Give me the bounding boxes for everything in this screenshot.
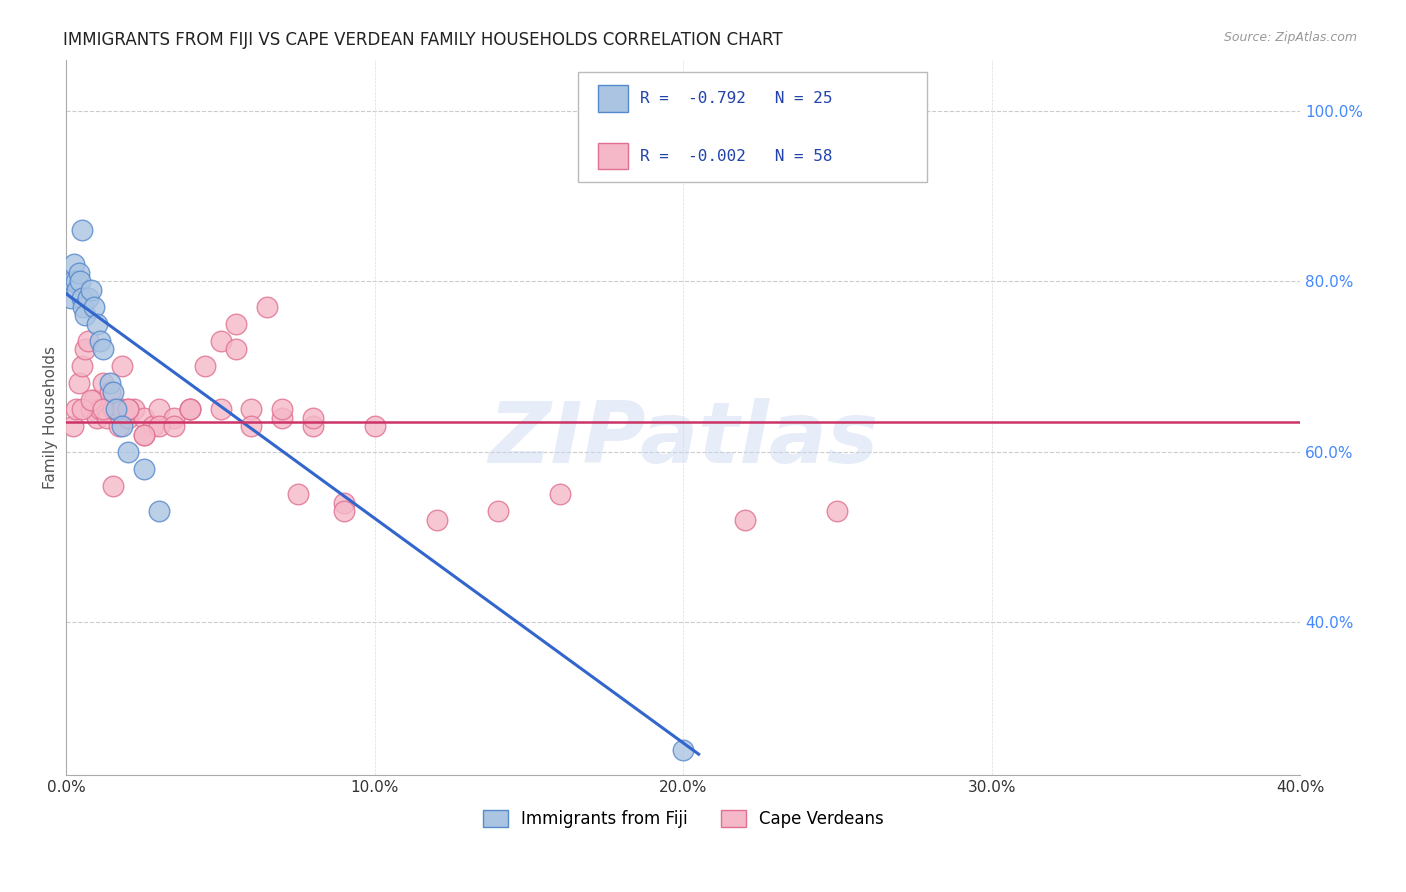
Point — [60, 291, 83, 305]
Point — [117, 402, 139, 417]
Point — [65, 402, 87, 417]
Point — [287, 487, 309, 501]
Point — [65, 274, 87, 288]
Point — [93, 376, 115, 391]
Point — [86, 317, 108, 331]
Point — [132, 427, 155, 442]
Point — [70, 223, 93, 237]
Point — [111, 359, 134, 374]
Point — [132, 410, 155, 425]
Point — [225, 343, 247, 357]
Point — [104, 402, 127, 417]
Point — [333, 504, 356, 518]
Point — [101, 402, 124, 417]
Point — [83, 300, 105, 314]
Point — [62, 419, 84, 434]
Point — [67, 376, 90, 391]
Point — [77, 291, 100, 305]
Point — [142, 419, 165, 434]
Point — [67, 266, 90, 280]
Point — [104, 402, 127, 417]
Point — [179, 402, 201, 417]
Point — [486, 504, 509, 518]
Text: IMMIGRANTS FROM FIJI VS CAPE VERDEAN FAMILY HOUSEHOLDS CORRELATION CHART: IMMIGRANTS FROM FIJI VS CAPE VERDEAN FAM… — [63, 31, 783, 49]
Point — [209, 402, 232, 417]
Legend: Immigrants from Fiji, Cape Verdeans: Immigrants from Fiji, Cape Verdeans — [475, 804, 890, 835]
Point — [62, 274, 84, 288]
Point — [108, 419, 131, 434]
Point — [179, 402, 201, 417]
Y-axis label: Family Households: Family Households — [44, 346, 58, 489]
Point — [93, 402, 115, 417]
Point — [364, 419, 387, 434]
Point — [70, 402, 93, 417]
Point — [98, 376, 121, 391]
Point — [117, 402, 139, 417]
Point — [734, 513, 756, 527]
Point — [69, 274, 91, 288]
Point — [70, 359, 93, 374]
Point — [98, 384, 121, 399]
Point — [111, 419, 134, 434]
Point — [163, 410, 186, 425]
Point — [73, 308, 96, 322]
Text: Source: ZipAtlas.com: Source: ZipAtlas.com — [1223, 31, 1357, 45]
Point — [148, 402, 170, 417]
Point — [271, 410, 294, 425]
Point — [93, 343, 115, 357]
Point — [86, 410, 108, 425]
Point — [827, 504, 849, 518]
Point — [117, 444, 139, 458]
Point — [117, 410, 139, 425]
Point — [83, 393, 105, 408]
Point — [73, 343, 96, 357]
Point — [240, 419, 263, 434]
Point — [194, 359, 217, 374]
Point — [80, 393, 103, 408]
Point — [148, 419, 170, 434]
Point — [72, 300, 94, 314]
Point — [77, 334, 100, 348]
Point — [101, 384, 124, 399]
Point — [89, 402, 111, 417]
Text: R =  -0.792   N = 25: R = -0.792 N = 25 — [640, 91, 832, 105]
Point — [302, 410, 325, 425]
Point — [101, 479, 124, 493]
Point — [163, 419, 186, 434]
Point — [70, 291, 93, 305]
Text: R =  -0.002   N = 58: R = -0.002 N = 58 — [640, 149, 832, 163]
Point — [333, 496, 356, 510]
Point — [256, 300, 278, 314]
Point — [80, 402, 103, 417]
Point — [672, 743, 695, 757]
Point — [63, 257, 86, 271]
Point — [225, 317, 247, 331]
Point — [240, 402, 263, 417]
Point — [179, 402, 201, 417]
Point — [96, 410, 118, 425]
Point — [548, 487, 571, 501]
Point — [111, 402, 134, 417]
Point — [80, 283, 103, 297]
Point — [302, 419, 325, 434]
Point — [132, 427, 155, 442]
Point — [132, 461, 155, 475]
Point — [271, 402, 294, 417]
Point — [209, 334, 232, 348]
Point — [66, 283, 89, 297]
Point — [425, 513, 447, 527]
Point — [89, 334, 111, 348]
Text: ZIPatlas: ZIPatlas — [488, 398, 879, 481]
Point — [124, 402, 146, 417]
Point — [148, 504, 170, 518]
